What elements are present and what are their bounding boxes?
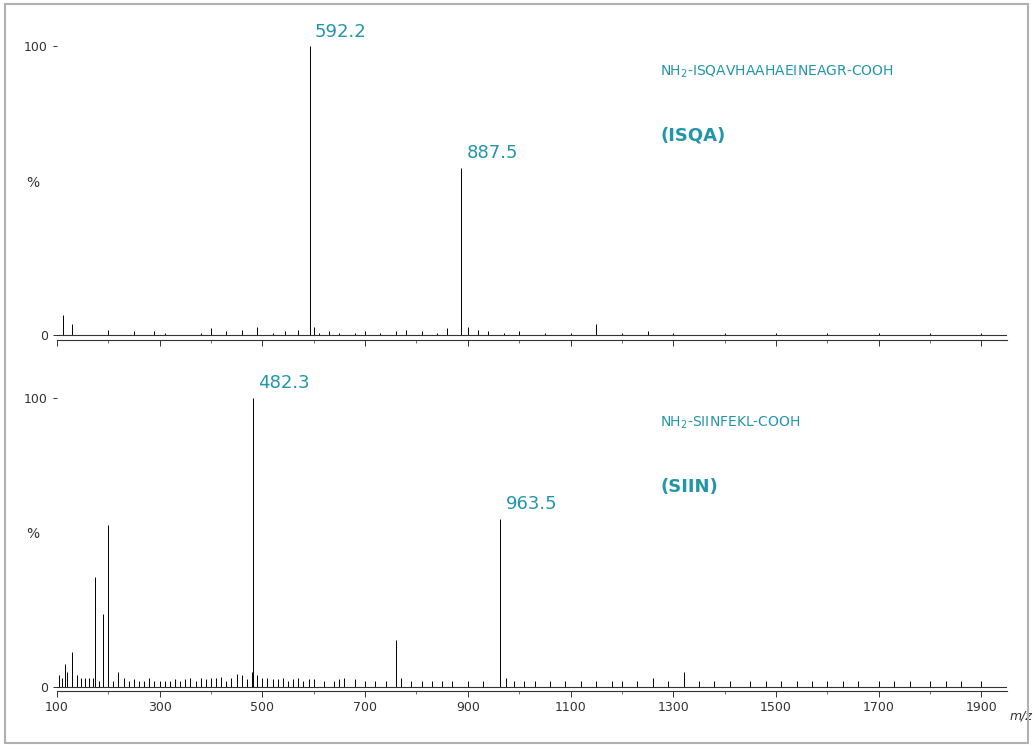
Text: m/z: m/z: [1009, 710, 1032, 723]
Text: NH$_2$-SIINFEKL-COOH: NH$_2$-SIINFEKL-COOH: [660, 415, 801, 432]
Text: 482.3: 482.3: [258, 374, 310, 392]
Text: (ISQA): (ISQA): [660, 126, 725, 144]
Text: NH$_2$-ISQAVHAAHAEINEAGR-COOH: NH$_2$-ISQAVHAAHAEINEAGR-COOH: [660, 63, 894, 80]
Text: %: %: [27, 527, 39, 541]
Text: (SIIN): (SIIN): [660, 478, 718, 496]
Text: 887.5: 887.5: [467, 144, 518, 162]
Text: 592.2: 592.2: [315, 22, 367, 40]
Text: %: %: [27, 176, 39, 190]
Text: 963.5: 963.5: [505, 495, 557, 513]
